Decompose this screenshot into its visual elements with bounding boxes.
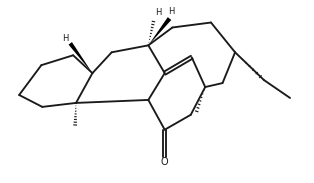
Polygon shape	[68, 42, 92, 73]
Text: H: H	[62, 34, 69, 43]
Text: H: H	[155, 8, 161, 17]
Text: O: O	[161, 157, 169, 167]
Text: H: H	[168, 7, 175, 16]
Polygon shape	[148, 17, 171, 45]
